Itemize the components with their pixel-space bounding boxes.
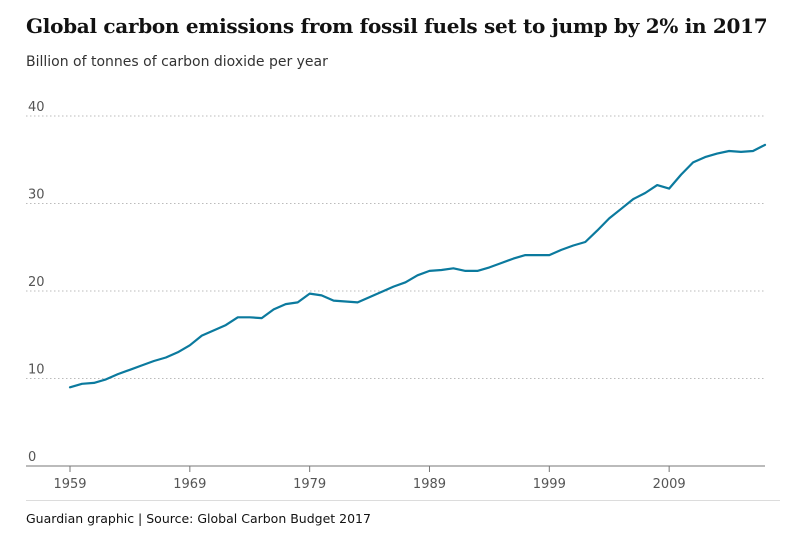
x-tick-label: 1979	[293, 477, 326, 492]
y-tick-label: 20	[28, 275, 45, 290]
footer-divider	[26, 500, 780, 501]
source-footer: Guardian graphic | Source: Global Carbon…	[26, 511, 371, 526]
y-tick-label: 10	[28, 363, 45, 378]
y-tick-label: 0	[28, 450, 36, 465]
y-tick-labels: 0 10 20 30 40	[28, 100, 45, 465]
x-tick-label: 1999	[533, 477, 566, 492]
data-points	[70, 145, 765, 387]
chart-title: Global carbon emissions from fossil fuel…	[26, 14, 768, 38]
y-tick-label: 40	[28, 100, 45, 115]
x-tick-labels: 1959 1969 1979 1989 1999 2009	[53, 477, 685, 492]
x-tick-label: 2009	[653, 477, 686, 492]
x-tick-label: 1989	[413, 477, 446, 492]
x-axis	[26, 465, 765, 472]
y-tick-label: 30	[28, 188, 45, 203]
grid-lines	[26, 115, 765, 379]
x-tick-label: 1959	[53, 477, 86, 492]
x-tick-label: 1969	[173, 477, 206, 492]
chart-subtitle: Billion of tonnes of carbon dioxide per …	[26, 54, 328, 70]
emissions-series-line	[68, 143, 767, 389]
